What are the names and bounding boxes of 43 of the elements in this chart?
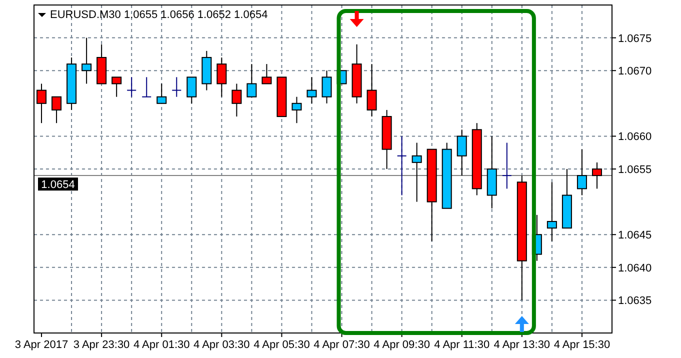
y-tick-label: 1.0645 — [618, 230, 652, 242]
candlestick — [232, 83, 242, 118]
candlestick — [322, 70, 332, 104]
candlestick — [456, 129, 467, 176]
candlestick — [262, 64, 272, 84]
x-tick-label: 4 Apr 05:30 — [254, 339, 310, 351]
candlestick — [396, 136, 407, 196]
y-tick-label: 1.0670 — [618, 66, 652, 78]
x-tick-label: 3 Apr 2017 — [14, 339, 68, 351]
y-tick-label: 1.0660 — [618, 131, 652, 144]
candlestick — [112, 76, 122, 98]
candlestick — [292, 96, 302, 124]
candlestick — [576, 148, 587, 196]
candlestick — [216, 56, 227, 98]
candlestick — [592, 162, 602, 190]
ref-line-label: 1.0654 — [41, 179, 75, 192]
candlestick — [186, 76, 197, 104]
candlestick — [412, 142, 422, 202]
x-tick-label: 3 Apr 23:30 — [73, 339, 130, 351]
candlestick — [366, 64, 377, 118]
y-tick-label: 1.0640 — [618, 262, 652, 274]
candlestick — [502, 142, 512, 190]
candlestick — [546, 182, 557, 242]
candlestick — [82, 37, 92, 84]
x-tick-label: 4 Apr 01:30 — [133, 339, 190, 351]
x-tick-label: 4 Apr 07:30 — [314, 339, 370, 351]
x-tick-label: 4 Apr 03:30 — [194, 339, 250, 351]
candlestick — [126, 76, 137, 98]
chart-title: EURUSD.M30 1.0655 1.0656 1.0652 1.0654 — [50, 9, 268, 21]
y-tick-label: 1.0675 — [618, 32, 652, 45]
candlestick — [52, 96, 62, 124]
x-tick-label: 4 Apr 13:30 — [494, 339, 550, 351]
candlestick — [246, 64, 257, 98]
candlestick — [306, 76, 317, 104]
candlestick — [172, 76, 182, 98]
y-tick-label: 1.0635 — [618, 295, 652, 308]
x-tick-label: 4 Apr 11:30 — [434, 339, 490, 351]
candlestick — [36, 83, 47, 124]
y-tick-label: 1.0655 — [618, 164, 652, 176]
x-tick-label: 4 Apr 09:30 — [374, 339, 430, 351]
candlestick — [156, 83, 167, 104]
x-tick-label: 4 Apr 15:30 — [554, 339, 610, 351]
candlestick — [142, 76, 152, 98]
